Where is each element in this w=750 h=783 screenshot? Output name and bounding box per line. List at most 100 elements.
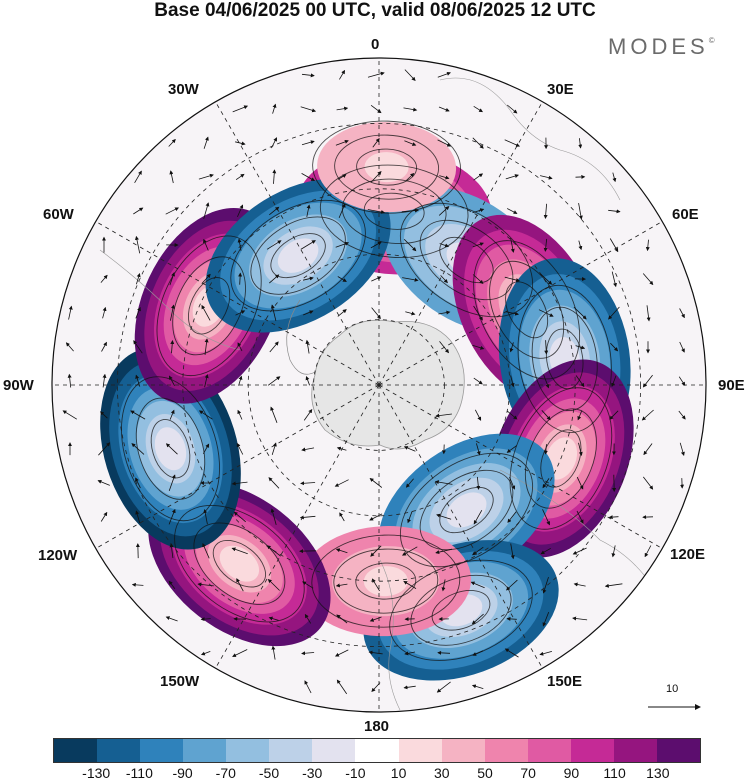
wind-arrow: [578, 138, 583, 149]
wind-arrow: [305, 375, 310, 386]
wind-arrow: [203, 238, 209, 251]
wind-arrow: [198, 173, 214, 180]
wind-arrow: [542, 576, 549, 594]
wind-arrow: [540, 547, 551, 555]
streamline: [250, 216, 346, 295]
wind-arrow: [237, 204, 244, 218]
wind-arrow: [573, 582, 586, 587]
wind-arrow: [472, 242, 484, 248]
wind-arrow: [337, 276, 347, 282]
streamline: [319, 164, 469, 259]
streamline: [531, 306, 598, 412]
wind-arrow: [543, 374, 550, 389]
streamline: [135, 397, 206, 500]
wind-arrow: [438, 106, 450, 112]
wind-arrow: [337, 309, 347, 317]
wind-arrow: [608, 515, 619, 520]
wind-arrow: [169, 375, 175, 386]
wind-arrow: [435, 413, 452, 418]
wind-arrow: [472, 137, 484, 149]
streamline: [439, 486, 494, 534]
map-title: Base 04/06/2025 00 UTC, valid 08/06/2025…: [154, 0, 596, 21]
streamline: [363, 192, 425, 230]
meridian-line: [378, 101, 543, 386]
wind-arrow: [204, 374, 209, 388]
wind-arrow: [202, 443, 210, 454]
reference-vector-label: 10: [666, 683, 679, 695]
wind-arrow: [641, 409, 654, 421]
wind-arrow: [271, 137, 277, 149]
wind-arrow: [604, 583, 623, 588]
wind-arrow: [370, 241, 382, 249]
wind-arrow: [572, 547, 587, 555]
streamline: [473, 240, 581, 380]
wind-arrow: [269, 274, 280, 284]
wind-arrow: [506, 579, 518, 591]
streamline: [509, 387, 613, 530]
wind-arrow: [577, 410, 583, 421]
wind-arrow: [102, 373, 107, 388]
wind-arrow: [270, 508, 277, 526]
streamline: [270, 233, 326, 279]
wind-arrow: [542, 611, 550, 627]
colorbar-tick-label: 50: [477, 765, 493, 781]
colorbar-tick-label: -110: [125, 765, 153, 781]
meridian-line: [215, 384, 380, 669]
colorbar-swatch: [527, 739, 571, 762]
wind-arrow: [335, 548, 348, 554]
wind-arrow: [370, 104, 382, 114]
wind-arrow: [403, 580, 417, 589]
wind-arrow: [573, 306, 587, 320]
wind-arrow: [369, 478, 383, 488]
wind-arrow: [472, 546, 484, 556]
wind-arrow: [169, 543, 174, 559]
streamline: [311, 534, 461, 628]
wind-arrow: [434, 480, 453, 485]
wind-arrow: [303, 408, 313, 421]
wind-arrow: [102, 306, 107, 319]
wind-arrow: [232, 105, 249, 113]
wind-arrow: [435, 548, 453, 555]
wind-arrow: [542, 478, 550, 489]
wind-arrow: [271, 645, 276, 660]
wind-arrow: [438, 206, 450, 216]
wind-arrow: [543, 238, 548, 252]
wind-arrow: [336, 106, 349, 111]
wind-arrow: [504, 276, 520, 282]
wind-arrow: [370, 545, 382, 557]
wind-arrow: [202, 542, 210, 559]
wind-arrow: [304, 613, 312, 624]
meridian-line: [378, 384, 663, 549]
wind-arrow: [300, 106, 317, 113]
wind-arrow: [233, 511, 246, 523]
wind-arrow: [473, 510, 483, 525]
wind-arrow: [474, 409, 482, 421]
wind-arrow: [301, 447, 315, 452]
positive-anomaly-band: [363, 566, 408, 597]
wind-arrow: [439, 243, 450, 248]
wind-arrow: [473, 305, 483, 321]
wind-arrow: [100, 511, 108, 522]
meridian-line: [215, 101, 380, 386]
wind-arrow: [304, 680, 312, 694]
wind-arrow: [472, 344, 485, 350]
wind-arrow: [231, 481, 248, 486]
meridian-line: [95, 384, 380, 549]
wind-arrow: [232, 649, 248, 657]
wind-arrow: [165, 616, 178, 622]
colorbar-swatch: [226, 739, 270, 762]
wind-arrow: [270, 406, 278, 423]
wind-arrow: [440, 275, 448, 284]
wind-arrow: [439, 175, 450, 180]
label-lon-30w: 30W: [168, 81, 199, 98]
wind-arrow: [269, 341, 279, 353]
wind-arrow: [237, 238, 242, 251]
colorbar-tick-label: -30: [302, 765, 323, 781]
wind-arrow: [200, 617, 211, 622]
colorbar-swatch: [54, 739, 98, 762]
wind-arrow: [510, 543, 515, 560]
wind-arrow: [236, 578, 244, 592]
wind-arrow: [540, 175, 553, 180]
wind-arrow: [437, 650, 451, 655]
wind-arrow: [236, 442, 244, 455]
